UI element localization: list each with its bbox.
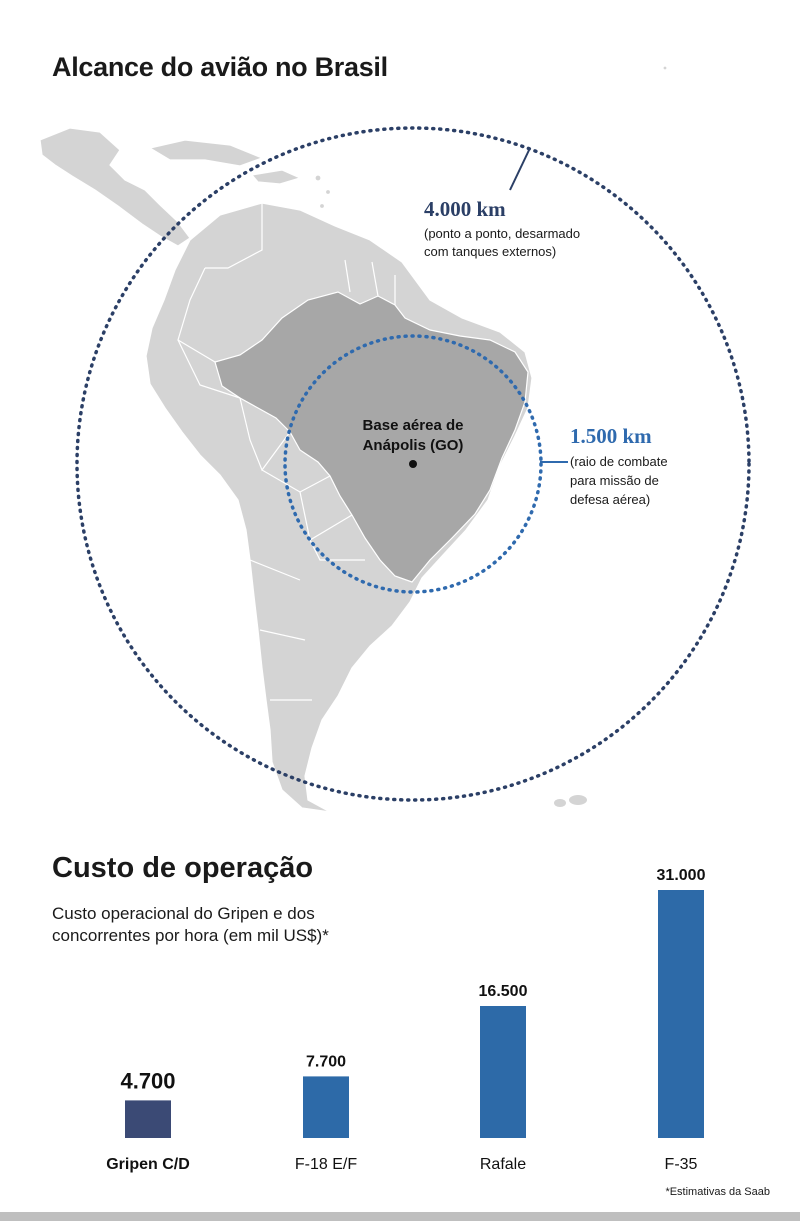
map-title: Alcance do avião no Brasil: [52, 52, 388, 82]
outer-range-circle: [75, 126, 751, 802]
central-america: [39, 65, 668, 247]
inner-range-note-1: (raio de combate: [570, 454, 668, 469]
value-label: 16.500: [479, 983, 528, 1000]
brazil-territory: [214, 291, 529, 583]
inner-range-value: 1.500 km: [570, 424, 652, 448]
category-label: F-18 E/F: [295, 1156, 357, 1173]
value-label: 31.000: [657, 867, 706, 884]
outer-range-value: 4.000 km: [424, 197, 506, 221]
bar-f-35: [658, 890, 704, 1138]
inner-range-note-2: para missão de: [570, 473, 659, 488]
inner-range-note-3: defesa aérea): [570, 492, 650, 507]
chart-subtitle: Custo operacional do Gripen e dos concor…: [52, 904, 329, 945]
footnote: *Estimativas da Saab: [665, 1186, 770, 1198]
base-label-line2: Anápolis (GO): [363, 437, 464, 454]
category-label: F-35: [665, 1156, 698, 1173]
value-label: 7.700: [306, 1053, 346, 1070]
bottom-rule: [0, 1212, 800, 1221]
outer-range-leader: [509, 147, 531, 191]
range-map: Base aérea de Anápolis (GO) 4.000 km (po…: [39, 65, 751, 813]
cost-bar-chart: 4.700 Gripen C/D 7.700 F-18 E/F 16.500 Rafale…: [106, 867, 706, 1173]
bar-gripen-c-d: [125, 1100, 171, 1138]
category-label: Gripen C/D: [106, 1156, 190, 1173]
outer-range-note-2: com tanques externos): [424, 244, 556, 259]
inner-range-circle: [283, 334, 543, 594]
value-label: 4.700: [120, 1068, 175, 1093]
outer-range-note-1: (ponto a ponto, desarmado: [424, 226, 580, 241]
falkland-islands: [554, 795, 587, 807]
bar-rafale: [480, 1006, 526, 1138]
chart-title: Custo de operação: [52, 852, 314, 884]
base-label: Base aérea de: [363, 417, 464, 434]
bar-f-18-e-f: [303, 1076, 349, 1138]
category-label: Rafale: [480, 1156, 526, 1173]
anapolis-base-marker: [409, 460, 417, 468]
